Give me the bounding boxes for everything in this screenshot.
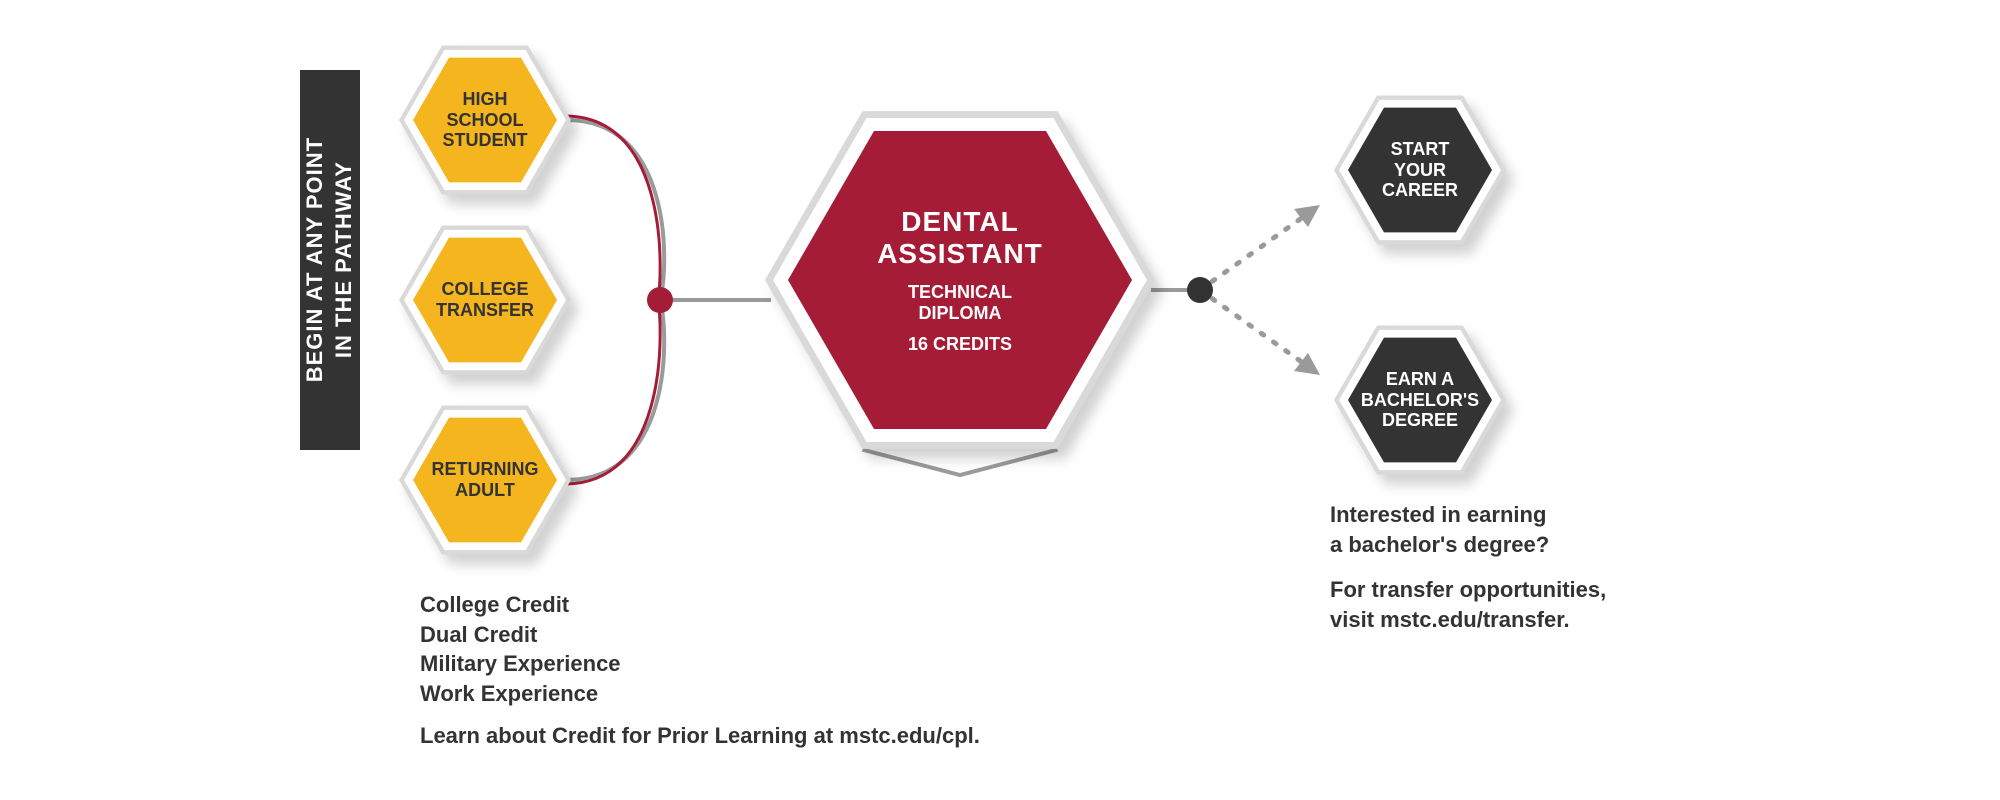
connector-dotted-down bbox=[1200, 290, 1306, 365]
arrowhead-up-icon bbox=[1294, 205, 1320, 227]
entry-hex-label-ct: COLLEGETRANSFER bbox=[389, 204, 581, 396]
arrowhead-down-icon bbox=[1294, 353, 1320, 375]
junction-dot-right bbox=[1187, 277, 1213, 303]
connector-dotted-up bbox=[1200, 215, 1306, 290]
outcome-text-block: Interested in earninga bachelor's degree… bbox=[1330, 500, 1606, 635]
entry-hex-hs: HIGHSCHOOLSTUDENT bbox=[389, 24, 581, 216]
program-hex: DENTALASSISTANTTECHNICALDIPLOMA16 CREDIT… bbox=[753, 73, 1167, 487]
entry-hex-label-hs: HIGHSCHOOLSTUDENT bbox=[389, 24, 581, 216]
program-hex-label: DENTALASSISTANTTECHNICALDIPLOMA16 CREDIT… bbox=[753, 73, 1167, 487]
outcome-line: a bachelor's degree? bbox=[1330, 530, 1606, 560]
credit-line: College Credit bbox=[420, 590, 980, 620]
credit-block: College CreditDual CreditMilitary Experi… bbox=[420, 590, 980, 749]
outcome-hex-career: STARTYOURCAREER bbox=[1324, 74, 1516, 266]
sidebar-line2: IN THE PATHWAY bbox=[331, 162, 356, 359]
credit-lead: Learn about Credit for Prior Learning at… bbox=[420, 723, 980, 749]
diagram-stage: BEGIN AT ANY POINT IN THE PATHWAY HIGHSC… bbox=[0, 0, 2000, 800]
credit-line: Dual Credit bbox=[420, 620, 980, 650]
sidebar-line1: BEGIN AT ANY POINT bbox=[302, 137, 327, 382]
credit-line: Work Experience bbox=[420, 679, 980, 709]
sidebar-begin-label: BEGIN AT ANY POINT IN THE PATHWAY bbox=[300, 70, 360, 450]
outcome-line: Interested in earning bbox=[1330, 500, 1606, 530]
outcome-line: visit mstc.edu/transfer. bbox=[1330, 605, 1606, 635]
credit-line: Military Experience bbox=[420, 649, 980, 679]
entry-hex-ct: COLLEGETRANSFER bbox=[389, 204, 581, 396]
outcome-hex-label-career: STARTYOURCAREER bbox=[1324, 74, 1516, 266]
outcome-hex-bach: EARN ABACHELOR'SDEGREE bbox=[1324, 304, 1516, 496]
outcome-line: For transfer opportunities, bbox=[1330, 575, 1606, 605]
outcome-hex-label-bach: EARN ABACHELOR'SDEGREE bbox=[1324, 304, 1516, 496]
junction-dot-left bbox=[647, 287, 673, 313]
entry-hex-label-ra: RETURNINGADULT bbox=[389, 384, 581, 576]
entry-hex-ra: RETURNINGADULT bbox=[389, 384, 581, 576]
sidebar-begin-text: BEGIN AT ANY POINT IN THE PATHWAY bbox=[301, 137, 358, 382]
